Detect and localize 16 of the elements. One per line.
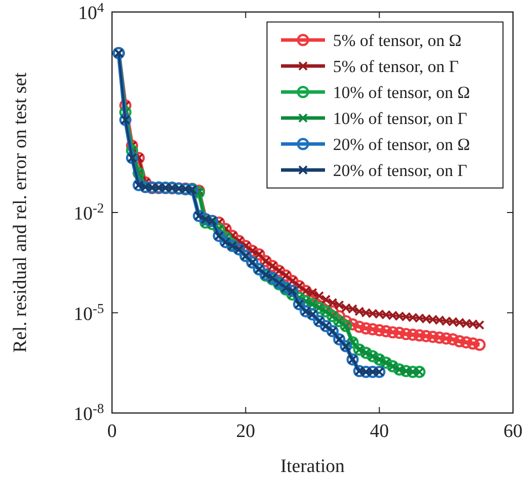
x-tick-label: 20 (236, 421, 256, 442)
y-tick-label: 10$^{4}$ (78, 0, 104, 24)
x-tick-label: 40 (370, 421, 389, 442)
x-tick-label: 60 (504, 421, 522, 442)
y-tick-label: 10$^{-5}$ (74, 300, 104, 325)
legend-label: 20% of tensor, on Γ (333, 161, 468, 180)
legend-label: 10% of tensor, on Ω (333, 83, 470, 102)
x-tick-label: 0 (107, 421, 117, 442)
x-axis-title: Iteration (280, 456, 346, 477)
legend-label: 5% of tensor, on Ω (333, 31, 462, 50)
legend-label: 5% of tensor, on Γ (333, 57, 459, 76)
y-axis-title: Rel. residual and rel. error on test set (10, 72, 31, 353)
y-tick-label: 10$^{-8}$ (74, 400, 104, 425)
y-tick-label: 10$^{-2}$ (74, 200, 104, 224)
legend-label: 10% of tensor, on Γ (333, 109, 468, 128)
legend-label: 20% of tensor, on Ω (333, 135, 470, 154)
